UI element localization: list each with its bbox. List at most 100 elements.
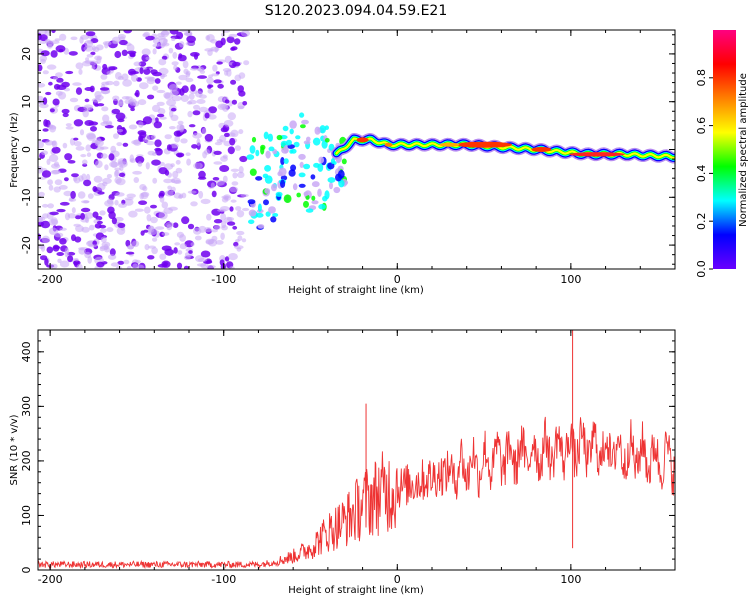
spectrogram-speckle	[85, 57, 90, 62]
spectrogram-speckle	[126, 265, 132, 269]
spectrogram-speckle	[38, 64, 43, 72]
spectrogram-speckle	[195, 90, 203, 98]
spectrogram-speckle	[131, 73, 138, 82]
spectrogram-speckle	[179, 234, 187, 242]
spectrogram-speckle	[101, 106, 109, 112]
spectrogram-speckle	[183, 31, 193, 36]
spectrogram-blob	[314, 126, 321, 135]
spectrogram-speckle	[125, 251, 135, 255]
spectrogram-speckle	[210, 229, 218, 233]
spectrogram-speckle	[158, 38, 168, 44]
spectrogram-speckle	[117, 158, 127, 165]
spectrogram-blob	[341, 158, 347, 165]
spectrogram-speckle	[236, 210, 245, 218]
spectrogram-speckle	[65, 126, 74, 130]
spectrogram-speckle	[190, 242, 195, 247]
y-tick-label: -20	[20, 236, 33, 254]
spectrogram-blob	[311, 200, 319, 205]
spectrogram-blob	[262, 173, 269, 179]
spectrogram-speckle	[134, 208, 144, 212]
spectrogram-blob	[280, 175, 288, 181]
spectrogram-speckle	[156, 113, 165, 118]
spectrogram-speckle	[226, 36, 235, 44]
spectrogram-speckle	[118, 203, 127, 208]
spectrogram-speckle	[100, 236, 107, 243]
spectrogram-speckle	[176, 262, 183, 269]
spectrogram-speckle	[81, 173, 87, 181]
spectrogram-speckle	[230, 168, 240, 172]
spectrogram-speckle	[241, 238, 247, 243]
spectrogram-speckle	[145, 35, 155, 41]
snr-x-ticks: -200 -100 0 100	[38, 330, 676, 586]
spectrogram-speckle	[190, 201, 198, 207]
spectrogram-speckle	[47, 40, 54, 48]
spectrogram-speckle	[177, 120, 184, 125]
x-tick-label: -100	[211, 273, 236, 286]
spectrogram-speckle	[84, 40, 94, 48]
spectrogram-blob	[268, 146, 275, 152]
spectrogram-blob	[298, 153, 306, 160]
snr-x-label: Height of straight line (km)	[288, 585, 424, 596]
y-tick-label: 400	[20, 341, 33, 362]
spectrogram-speckle	[207, 84, 212, 89]
spectrogram-speckle	[91, 98, 102, 103]
spectrogram-speckle	[173, 64, 178, 71]
spectrogram-speckle	[127, 245, 134, 250]
spectrogram-speckle	[183, 255, 191, 261]
spectrogram-blob	[289, 120, 297, 129]
spectrogram-speckle	[104, 125, 114, 129]
spectrogram-speckle	[56, 252, 64, 256]
spectrogram-blob	[280, 179, 286, 188]
spectrogram-speckle	[152, 237, 158, 242]
spectrogram-speckle	[201, 128, 207, 135]
y-tick-label: 200	[20, 450, 33, 471]
spectrogram-speckle	[54, 232, 64, 238]
spectrogram-speckle	[224, 99, 230, 104]
spectrogram-speckle	[152, 48, 157, 55]
x-tick-label: -200	[38, 273, 63, 286]
spectrogram-speckle	[83, 45, 94, 52]
spectrogram-speckle	[231, 99, 237, 105]
spectrogram-blob	[249, 145, 256, 154]
colorbar-gradient	[713, 30, 736, 269]
spectrogram-speckle	[93, 175, 103, 183]
spectrogram-speckle	[186, 158, 192, 166]
spectrogram-speckle	[215, 40, 224, 49]
spectrogram-speckle	[152, 177, 158, 184]
spectrogram-blob	[264, 188, 271, 194]
spectrogram-speckle	[175, 81, 182, 85]
spectrogram-speckle	[156, 101, 165, 106]
spectrogram-speckle	[231, 181, 239, 186]
spectrogram-speckle	[220, 103, 229, 110]
spectrogram-speckle	[206, 265, 216, 269]
spectrogram-speckle	[86, 152, 92, 157]
spectrogram-speckle	[150, 134, 156, 140]
spectrogram-speckle	[118, 172, 126, 177]
spectrogram-speckle	[232, 61, 241, 67]
spectrogram-speckle	[177, 250, 183, 255]
spectrogram-speckle	[210, 46, 220, 52]
spectrogram-speckle	[73, 141, 82, 147]
spectrogram-speckle	[198, 190, 204, 199]
spectrogram-speckle	[177, 54, 187, 62]
spectrogram-speckle	[94, 55, 103, 61]
spectrogram-speckle	[105, 80, 114, 86]
spectrogram-speckle	[48, 81, 53, 86]
spectrogram-speckle	[74, 236, 82, 243]
spectrogram-speckle	[43, 119, 48, 127]
spectrogram-speckle	[196, 99, 206, 104]
spectrogram-speckle	[185, 77, 194, 83]
spectrogram-speckle	[175, 152, 185, 158]
spectrogram-speckle	[51, 169, 61, 174]
spectrogram-speckle	[109, 248, 116, 257]
spectrogram-speckle	[117, 100, 124, 104]
spectrogram-speckle	[220, 232, 225, 240]
spectrogram-blob	[263, 199, 269, 206]
spectrogram-speckle	[181, 216, 190, 225]
spectrogram-speckle	[164, 190, 174, 197]
spectrogram-speckle	[117, 222, 126, 228]
spectrogram-speckle	[139, 82, 149, 90]
spectrogram-speckle	[179, 41, 185, 48]
spectrogram-speckle	[179, 243, 187, 250]
spectrogram-speckle	[232, 172, 238, 179]
